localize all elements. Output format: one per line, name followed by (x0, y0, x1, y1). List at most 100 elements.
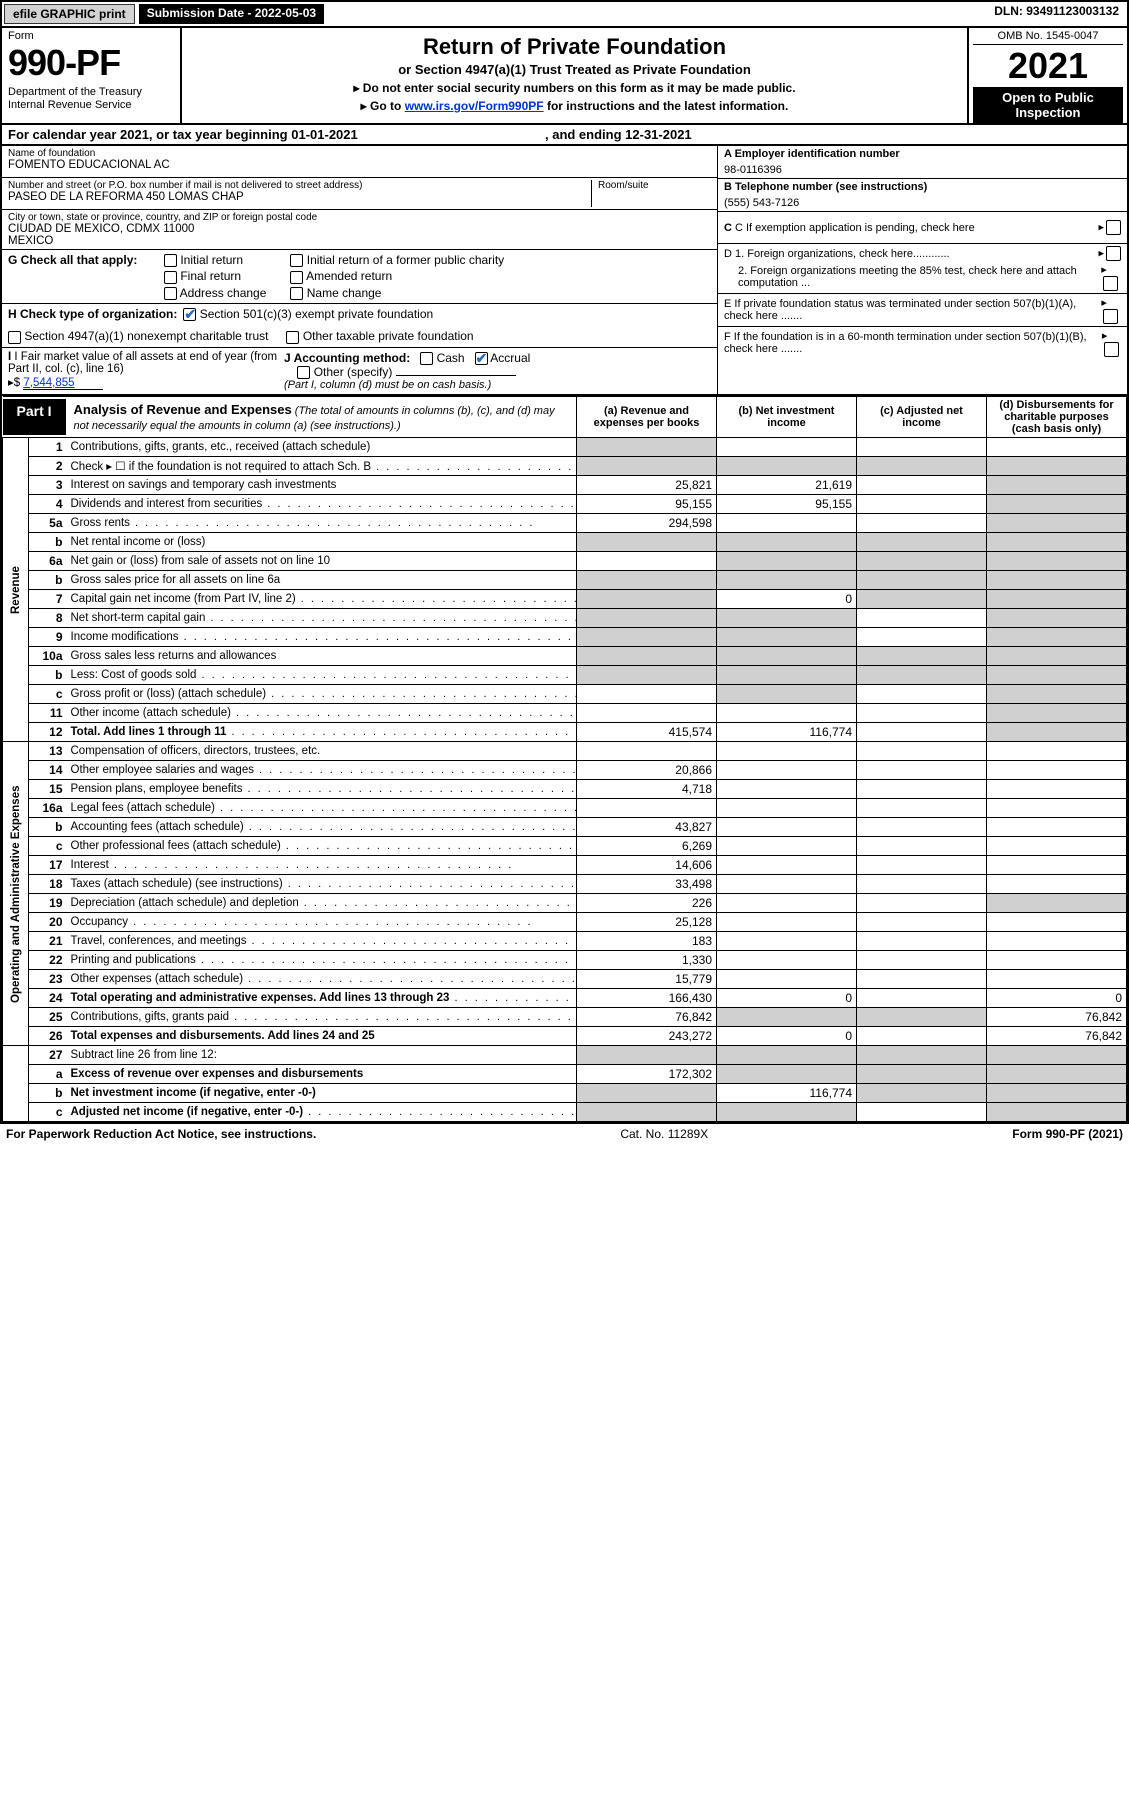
cell-c (857, 742, 987, 761)
cell-d (987, 1046, 1127, 1065)
table-row: 20Occupancy25,128 (3, 913, 1127, 932)
cell-a: 1,330 (577, 951, 717, 970)
cell-b (717, 514, 857, 533)
row-label: Total expenses and disbursements. Add li… (67, 1027, 577, 1046)
cell-c (857, 894, 987, 913)
row-label: Income modifications (67, 628, 577, 647)
B-label: B Telephone number (see instructions) (724, 181, 1121, 193)
D1-checkbox[interactable]: ▸ (1098, 246, 1121, 261)
C-checkbox[interactable]: ▸ (1098, 220, 1121, 235)
cell-c (857, 1084, 987, 1103)
I-value[interactable]: 7,544,855 (23, 377, 103, 390)
cell-d: 76,842 (987, 1008, 1127, 1027)
row-label: Net investment income (if negative, ente… (67, 1084, 577, 1103)
F-checkbox[interactable]: ▸ (1102, 329, 1121, 357)
table-row: 17Interest14,606 (3, 856, 1127, 875)
row-label: Taxes (attach schedule) (see instruction… (67, 875, 577, 894)
B-value: (555) 543-7126 (724, 197, 1121, 209)
row-num: 16a (29, 799, 67, 818)
h-other-taxable[interactable]: Other taxable private foundation (286, 329, 473, 343)
cell-b (717, 533, 857, 552)
J-note: (Part I, column (d) must be on cash basi… (284, 379, 711, 391)
g-opt-address[interactable]: Address change (164, 286, 266, 300)
cell-c (857, 989, 987, 1008)
instr2-post: for instructions and the latest informat… (544, 99, 789, 113)
cell-a (577, 1046, 717, 1065)
A-label: A Employer identification number (724, 148, 1121, 160)
h-4947[interactable]: Section 4947(a)(1) nonexempt charitable … (8, 329, 268, 343)
table-row: 8Net short-term capital gain (3, 609, 1127, 628)
cell-c (857, 1103, 987, 1122)
g-opt-amended[interactable]: Amended return (290, 269, 504, 283)
form-990pf: efile GRAPHIC print Submission Date - 20… (0, 0, 1129, 1124)
g-opt-name[interactable]: Name change (290, 286, 504, 300)
E-cell: E If private foundation status was termi… (718, 294, 1127, 327)
cell-b: 21,619 (717, 476, 857, 495)
cell-b (717, 438, 857, 457)
table-row: aExcess of revenue over expenses and dis… (3, 1065, 1127, 1084)
g-opt-initial-former[interactable]: Initial return of a former public charit… (290, 253, 504, 267)
cell-c (857, 818, 987, 837)
j-accrual[interactable]: Accrual (475, 351, 531, 365)
cell-a (577, 742, 717, 761)
table-row: 19Depreciation (attach schedule) and dep… (3, 894, 1127, 913)
cell-d (987, 742, 1127, 761)
D2-label: 2. Foreign organizations meeting the 85%… (724, 265, 1101, 289)
table-row: 15Pension plans, employee benefits4,718 (3, 780, 1127, 799)
efile-print-button[interactable]: efile GRAPHIC print (4, 4, 135, 24)
cell-d (987, 875, 1127, 894)
row-label: Depreciation (attach schedule) and deple… (67, 894, 577, 913)
D2-checkbox[interactable]: ▸ (1101, 263, 1121, 291)
g-opt-final[interactable]: Final return (164, 269, 266, 283)
part1-title: Analysis of Revenue and Expenses (The to… (66, 399, 576, 435)
cell-b (717, 704, 857, 723)
cell-d (987, 533, 1127, 552)
row-label: Interest (67, 856, 577, 875)
cal-end: 12-31-2021 (625, 127, 692, 142)
instruction-1: ▸ Do not enter social security numbers o… (192, 81, 957, 95)
g-opt-initial[interactable]: Initial return (164, 253, 266, 267)
table-row: 24Total operating and administrative exp… (3, 989, 1127, 1008)
table-row: cAdjusted net income (if negative, enter… (3, 1103, 1127, 1122)
C-cell: C C If exemption application is pending,… (718, 212, 1127, 244)
table-row: 6aNet gain or (loss) from sale of assets… (3, 552, 1127, 571)
cell-b (717, 666, 857, 685)
cell-a (577, 628, 717, 647)
cell-b (717, 932, 857, 951)
cell-d (987, 552, 1127, 571)
cell-d (987, 571, 1127, 590)
row-num: 1 (29, 438, 67, 457)
cell-c (857, 799, 987, 818)
cell-a: 226 (577, 894, 717, 913)
instruction-2: ▸ Go to www.irs.gov/Form990PF for instru… (192, 99, 957, 113)
blank-side (3, 1046, 29, 1122)
foundation-name: FOMENTO EDUCACIONAL AC (8, 159, 711, 171)
row-label: Gross sales price for all assets on line… (67, 571, 577, 590)
cell-c (857, 704, 987, 723)
h-501c3[interactable]: Section 501(c)(3) exempt private foundat… (183, 307, 433, 321)
row-label: Less: Cost of goods sold (67, 666, 577, 685)
cell-d (987, 628, 1127, 647)
irs-link[interactable]: www.irs.gov/Form990PF (405, 99, 544, 113)
cell-c (857, 590, 987, 609)
j-cash[interactable]: Cash (420, 351, 464, 365)
col-a-header: (a) Revenue and expenses per books (577, 397, 717, 438)
j-other[interactable]: Other (specify) (297, 365, 392, 379)
cell-c (857, 932, 987, 951)
row-num: 8 (29, 609, 67, 628)
col-b-header: (b) Net investment income (717, 397, 857, 438)
E-checkbox[interactable]: ▸ (1101, 296, 1121, 324)
table-row: 25Contributions, gifts, grants paid76,84… (3, 1008, 1127, 1027)
cell-b: 116,774 (717, 723, 857, 742)
footer: For Paperwork Reduction Act Notice, see … (0, 1124, 1129, 1147)
cell-a (577, 666, 717, 685)
entity-right: A Employer identification number 98-0116… (717, 146, 1127, 394)
cell-d (987, 704, 1127, 723)
row-label: Total operating and administrative expen… (67, 989, 577, 1008)
cell-c (857, 780, 987, 799)
row-num: 14 (29, 761, 67, 780)
address-row: Number and street (or P.O. box number if… (2, 178, 717, 210)
table-row: 10aGross sales less returns and allowanc… (3, 647, 1127, 666)
cell-b (717, 951, 857, 970)
cell-a (577, 552, 717, 571)
